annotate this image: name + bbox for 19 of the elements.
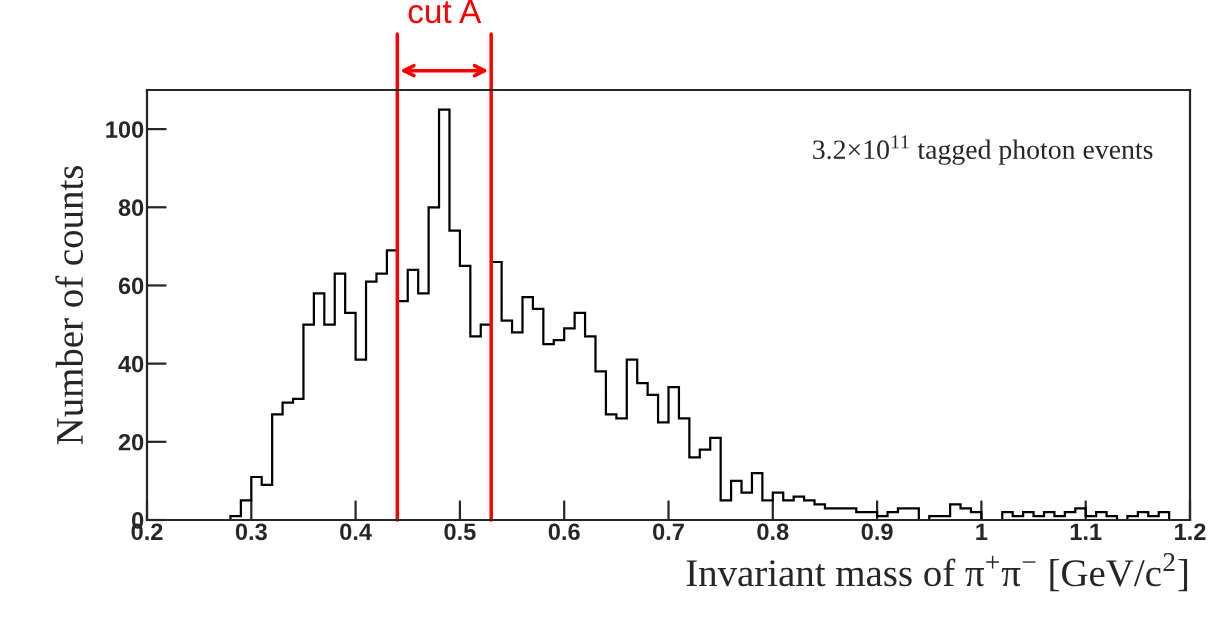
x-tick-label: 0.6 bbox=[548, 523, 580, 541]
y-tick-label: 100 bbox=[106, 121, 144, 138]
x-tick-label: 0.8 bbox=[757, 523, 789, 541]
y-tick-label: 60 bbox=[118, 277, 144, 295]
y-tick-label: 40 bbox=[118, 355, 144, 373]
x-tick-label: 0.7 bbox=[653, 523, 684, 541]
y-tick-label: 80 bbox=[118, 199, 144, 217]
annotation: 3.2×10$^{11}$ tagged photon events bbox=[813, 135, 1153, 165]
x-tick-label: 0.9 bbox=[861, 523, 893, 541]
x-tick-label: 0.4 bbox=[340, 523, 372, 541]
y-axis-title: Number of counts bbox=[55, 166, 84, 445]
y-tick-label: 20 bbox=[118, 433, 144, 451]
x-tick-label: 1.1 bbox=[1070, 523, 1102, 540]
x-tick-label: 1.2 bbox=[1175, 523, 1206, 540]
x-tick-label: 0.5 bbox=[444, 523, 476, 541]
text: cut A bbox=[408, 0, 482, 24]
x-tick-label: 1 bbox=[976, 523, 988, 540]
x-axis-title: Invariant mass of π$^{+}$π$^{−}$ [GeV/c$^{2}$] bbox=[686, 553, 1188, 592]
x-tick-label: 0.3 bbox=[235, 523, 267, 541]
